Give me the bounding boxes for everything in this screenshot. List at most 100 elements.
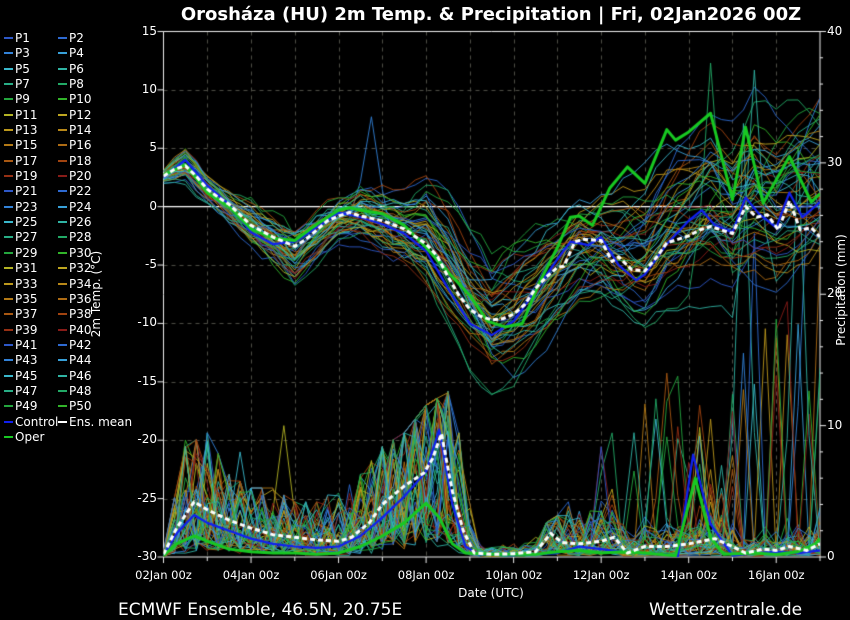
legend-color-swatch: [58, 236, 67, 239]
y-left-tick-label: -5: [145, 257, 157, 272]
legend-label: P31: [15, 261, 38, 276]
legend-color-swatch: [4, 313, 13, 316]
legend-row: P3 P4: [4, 46, 154, 61]
legend-label: P26: [69, 215, 92, 230]
legend-label: P43: [15, 353, 38, 368]
x-tick-label: 12Jan 00z: [572, 568, 630, 582]
legend-color-swatch: [58, 297, 67, 300]
legend-label: P32: [69, 261, 92, 276]
legend-color-swatch: [58, 343, 67, 346]
y-left-tick-label: -15: [137, 373, 157, 388]
legend-label: P10: [69, 92, 92, 107]
legend-label: P45: [15, 368, 38, 383]
legend-color-swatch: [58, 175, 67, 178]
legend-color-swatch: [58, 159, 67, 162]
legend-label: P17: [15, 153, 38, 168]
legend-row: P45 P46: [4, 369, 154, 384]
legend-label: P24: [69, 199, 92, 214]
legend-row: P5 P6: [4, 62, 154, 77]
legend-color-swatch: [4, 113, 13, 116]
y-axis-label-temp: 2m Temp. (°C): [89, 250, 103, 338]
legend-color-swatch: [4, 221, 13, 224]
legend-label: P2: [69, 31, 84, 45]
legend-row: P19 P20: [4, 169, 154, 184]
legend-color-swatch: [4, 359, 13, 362]
legend-label: P28: [69, 230, 92, 245]
y-left-tick-label: -30: [137, 549, 157, 563]
x-tick-label: 10Jan 00z: [485, 568, 542, 582]
legend-label: P3: [15, 46, 30, 61]
legend-color-swatch: [4, 389, 13, 392]
legend-label: P39: [15, 322, 38, 337]
legend-label: P37: [15, 307, 38, 322]
legend-row: P11 P12: [4, 108, 154, 123]
legend-color-swatch: [58, 144, 67, 147]
legend-color-swatch: [58, 52, 67, 55]
legend-color-swatch: [4, 205, 13, 208]
legend-row: P7 P8: [4, 77, 154, 92]
legend-color-swatch: [4, 129, 13, 132]
legend-row: P17 P18: [4, 154, 154, 169]
legend-row: Oper: [4, 430, 154, 445]
x-tick-label: 04Jan 00z: [222, 568, 280, 582]
legend-row: P1 P2: [4, 31, 154, 46]
legend-color-swatch: [4, 251, 13, 254]
legend-row: P23 P24: [4, 200, 154, 215]
legend-color-swatch: [58, 205, 67, 208]
legend-row: P39 P40: [4, 323, 154, 338]
legend-label: P34: [69, 276, 92, 291]
legend-label: P22: [69, 184, 92, 199]
legend-label: P44: [69, 353, 92, 368]
legend-color-swatch: [4, 98, 13, 101]
legend-label: P16: [69, 138, 92, 153]
y-right-tick-label: 20: [827, 286, 843, 301]
legend-label: P11: [15, 107, 38, 122]
legend-color-swatch: [58, 374, 67, 377]
legend-color-swatch: [4, 282, 13, 285]
legend-row: P41 P42: [4, 338, 154, 353]
legend-label: P48: [69, 383, 92, 398]
legend-row: P47 P48: [4, 384, 154, 399]
legend-row: Control Ens. mean: [4, 415, 154, 430]
legend-color-swatch: [4, 435, 13, 438]
legend-label: P15: [15, 138, 38, 153]
legend-color-swatch: [58, 267, 67, 270]
legend-label: P40: [69, 322, 92, 337]
legend-color-swatch: [58, 328, 67, 331]
legend-label: P33: [15, 276, 38, 291]
y-right-tick-label: 10: [827, 417, 843, 432]
legend-label: P8: [69, 77, 84, 92]
legend-label: Oper: [15, 429, 45, 444]
legend-label: Control: [15, 414, 59, 429]
x-tick-label: 16Jan 00z: [747, 568, 805, 582]
legend-label: P30: [69, 245, 92, 260]
legend-label: P21: [15, 184, 38, 199]
legend-label: P41: [15, 337, 38, 352]
legend-color-swatch: [4, 328, 13, 331]
footer-site-name: Wetterzentrale.de: [649, 600, 803, 620]
x-tick-label: 14Jan 00z: [660, 568, 718, 582]
legend-label: P6: [69, 61, 84, 76]
legend-color-swatch: [58, 282, 67, 285]
y-left-tick-label: -20: [137, 432, 157, 447]
legend-label: P49: [15, 399, 38, 414]
y-left-tick-label: 0: [149, 198, 157, 213]
legend-row: P9 P10: [4, 92, 154, 107]
legend-row: P29 P30: [4, 246, 154, 261]
legend-label: P14: [69, 123, 92, 138]
y-left-tick-label: -10: [137, 315, 157, 330]
legend-color-swatch: [4, 405, 13, 408]
legend-label: P38: [69, 307, 92, 322]
legend-color-swatch: [58, 67, 67, 70]
legend-color-swatch: [58, 98, 67, 101]
legend-label: P4: [69, 46, 84, 61]
legend-label: P42: [69, 337, 92, 352]
legend-color-swatch: [58, 37, 67, 39]
legend-color-swatch: [58, 389, 67, 392]
legend-color-swatch: [4, 374, 13, 377]
ensemble-legend: P1 P2 P3 P4 P5 P6 P7 P8 P9 P10 P11 P12 P13 P14 P15 P16 P…: [4, 31, 154, 445]
legend-row: P13 P14: [4, 123, 154, 138]
legend-color-swatch: [58, 251, 67, 254]
legend-row: P37 P38: [4, 307, 154, 322]
